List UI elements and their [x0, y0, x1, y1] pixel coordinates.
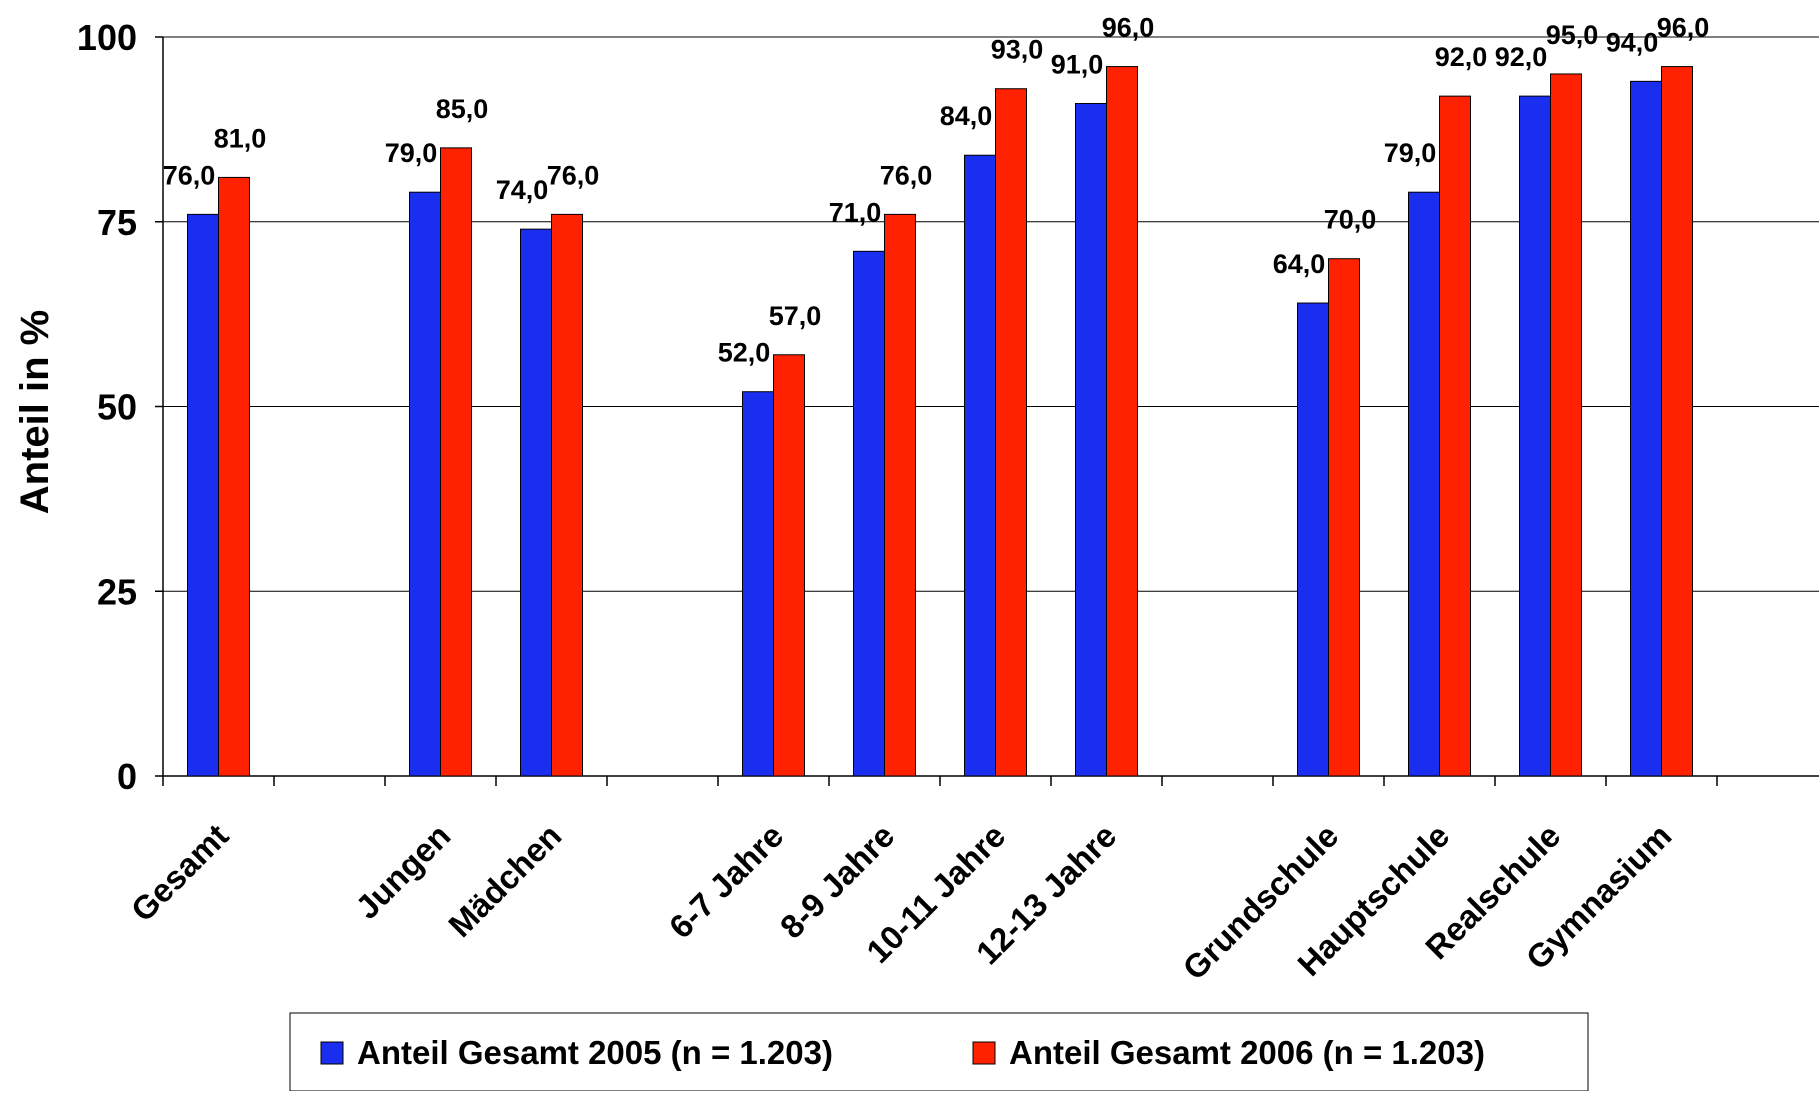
x-tick-label-5: 6-7 Jahre — [662, 817, 791, 946]
data-label-1-13: 96,0 — [1657, 13, 1710, 43]
bar-0-2 — [409, 191, 441, 777]
bar-1-8 — [1106, 66, 1138, 777]
data-label-1-6: 76,0 — [880, 160, 933, 190]
legend-box — [289, 1012, 1589, 1092]
x-tick-label-3: Mädchen — [441, 817, 568, 944]
legend-label-2005: Anteil Gesamt 2005 (n = 1.203) — [357, 1034, 833, 1071]
bar-0-7 — [964, 154, 996, 777]
data-label-1-8: 96,0 — [1102, 13, 1155, 43]
bar-1-10 — [1328, 258, 1360, 777]
y-tick-label-25: 25 — [97, 571, 137, 612]
bar-1-3 — [551, 213, 583, 777]
data-label-1-10: 70,0 — [1324, 205, 1377, 235]
data-label-1-5: 57,0 — [769, 301, 822, 331]
data-labels: 76,081,0 79,085,074,076,052,057,071,076,0… — [163, 13, 1710, 368]
y-axis-title: Anteil in % — [13, 310, 57, 514]
y-tick-label-100: 100 — [77, 17, 137, 58]
data-label-1-12: 95,0 — [1546, 20, 1599, 50]
y-tick-label-0: 0 — [117, 756, 137, 797]
bar-0-13 — [1630, 80, 1662, 777]
data-label-0-2: 79,0 — [385, 138, 438, 168]
legend: Anteil Gesamt 2005 (n = 1.203) Anteil Ge… — [289, 1012, 1589, 1092]
data-label-0-3: 74,0 — [496, 175, 549, 205]
data-label-0-7: 84,0 — [940, 101, 993, 131]
bar-1-12 — [1550, 73, 1582, 777]
data-label-1-2: 85,0 — [436, 94, 489, 124]
y-tick-label-75: 75 — [97, 202, 137, 243]
bar-0-3 — [520, 228, 552, 777]
data-label-0-11: 79,0 — [1384, 138, 1437, 168]
bar-1-6 — [884, 213, 916, 777]
data-label-0-10: 64,0 — [1273, 249, 1326, 279]
data-label-0-5: 52,0 — [718, 338, 771, 368]
y-tick-label-50: 50 — [97, 387, 137, 428]
data-label-0-0: 76,0 — [163, 160, 216, 190]
bars — [187, 66, 1693, 777]
x-tick-label-2: Jungen — [348, 817, 457, 926]
bar-0-8 — [1075, 103, 1107, 777]
legend-label-2006: Anteil Gesamt 2006 (n = 1.203) — [1009, 1034, 1485, 1071]
bar-0-6 — [853, 250, 885, 777]
data-label-1-0: 81,0 — [214, 123, 267, 153]
bar-1-5 — [773, 354, 805, 777]
data-label-0-12: 92,0 — [1495, 42, 1548, 72]
legend-swatch-2005 — [320, 1041, 344, 1065]
bar-1-7 — [995, 88, 1027, 777]
data-label-1-11: 92,0 — [1435, 42, 1488, 72]
bar-0-5 — [742, 391, 774, 777]
data-label-0-13: 94,0 — [1606, 27, 1659, 57]
legend-swatch-2006 — [972, 1041, 996, 1065]
bar-0-12 — [1519, 95, 1551, 777]
bar-0-0 — [187, 213, 219, 777]
data-label-0-6: 71,0 — [829, 197, 882, 227]
data-label-1-3: 76,0 — [547, 160, 600, 190]
bar-0-11 — [1408, 191, 1440, 777]
bar-1-0 — [218, 176, 250, 777]
bar-1-13 — [1661, 66, 1693, 777]
bar-1-11 — [1439, 95, 1471, 777]
data-label-1-7: 93,0 — [991, 35, 1044, 65]
data-label-0-8: 91,0 — [1051, 50, 1104, 80]
bar-0-10 — [1297, 302, 1329, 777]
bar-1-2 — [440, 147, 472, 777]
x-tick-label-0: Gesamt — [124, 817, 236, 929]
